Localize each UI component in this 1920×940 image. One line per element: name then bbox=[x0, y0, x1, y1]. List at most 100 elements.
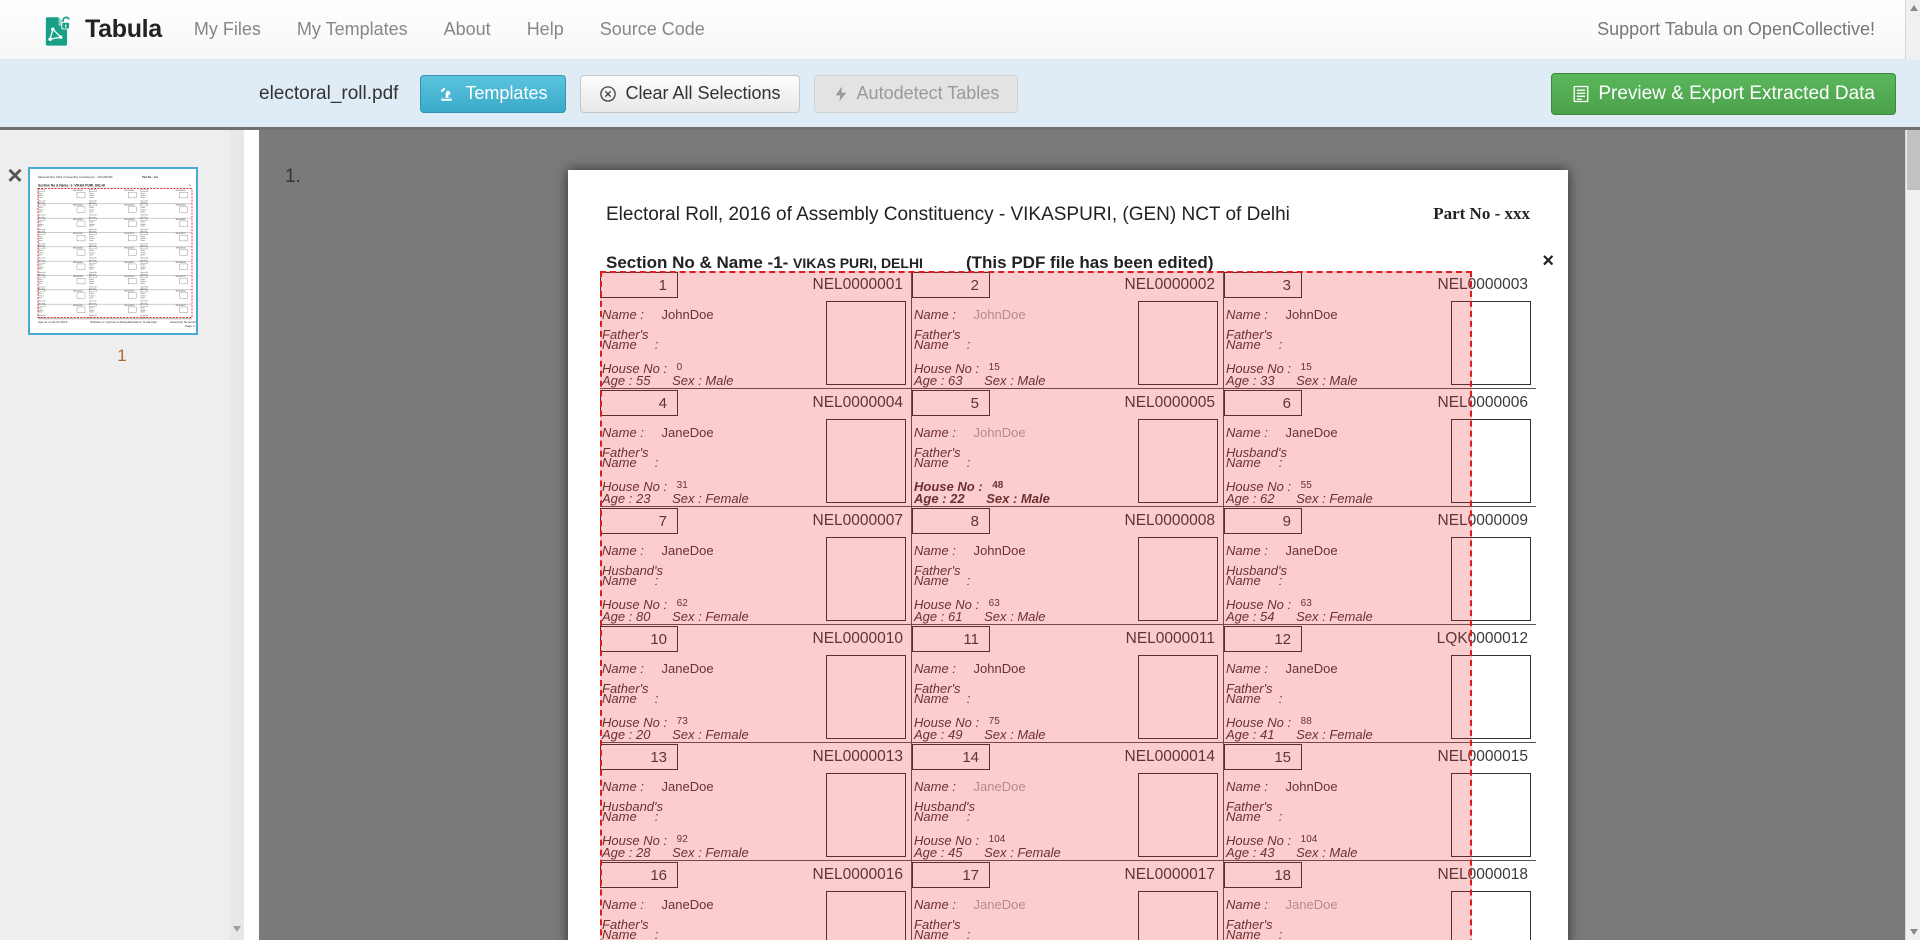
svg-text:NEL0000023: NEL0000023 bbox=[124, 291, 134, 293]
svg-text:NEL0000016: NEL0000016 bbox=[73, 262, 83, 264]
svg-text:House No:: House No: bbox=[38, 315, 46, 317]
svg-text:Name: Name bbox=[38, 297, 42, 299]
svg-text:Name :: Name : bbox=[89, 236, 95, 238]
svg-text:House No:: House No: bbox=[141, 200, 149, 202]
svg-text:House No:: House No: bbox=[141, 243, 149, 245]
svg-text:Name: Name bbox=[89, 240, 93, 242]
svg-text:Name :: Name : bbox=[38, 293, 44, 295]
svg-text:Name: Name bbox=[38, 240, 42, 242]
svg-text:Name :: Name : bbox=[141, 293, 147, 295]
svg-text:Page 1 of 73: Page 1 of 73 bbox=[185, 324, 198, 328]
svg-text:Name :: Name : bbox=[141, 264, 147, 266]
svg-text:NEL0000005: NEL0000005 bbox=[124, 205, 134, 207]
svg-text:Name: Name bbox=[141, 211, 145, 213]
svg-text:Name: Name bbox=[89, 297, 93, 299]
svg-text:Name :: Name : bbox=[38, 193, 44, 195]
svg-text:NEL0000021: NEL0000021 bbox=[176, 276, 186, 278]
svg-text:Age as on 01.01.2016: Age as on 01.01.2016 bbox=[38, 320, 68, 324]
svg-text:Name :: Name : bbox=[38, 279, 44, 281]
svg-text:Name :: Name : bbox=[141, 193, 147, 195]
svg-text:Name: Name bbox=[141, 197, 145, 199]
svg-text:NEL0000013: NEL0000013 bbox=[73, 248, 83, 250]
svg-text:House No:: House No: bbox=[38, 301, 46, 303]
svg-text:House No:: House No: bbox=[141, 301, 149, 303]
svg-text:House No:: House No: bbox=[141, 258, 149, 260]
svg-text:Name :: Name : bbox=[141, 221, 147, 223]
svg-text:Name: Name bbox=[38, 254, 42, 256]
svg-text:NEL0000010: NEL0000010 bbox=[73, 233, 83, 235]
svg-text:Name :: Name : bbox=[38, 221, 44, 223]
svg-text:NEL0000006: NEL0000006 bbox=[176, 205, 186, 207]
svg-text:NEL0000012: NEL0000012 bbox=[176, 233, 186, 235]
svg-text:Name :: Name : bbox=[89, 264, 95, 266]
svg-text:House No:: House No: bbox=[38, 200, 46, 202]
svg-text:Name :: Name : bbox=[141, 279, 147, 281]
svg-text:House No:: House No: bbox=[89, 200, 97, 202]
svg-text:Name :: Name : bbox=[89, 207, 95, 209]
svg-text:Name :: Name : bbox=[89, 293, 95, 295]
svg-text:House No:: House No: bbox=[89, 301, 97, 303]
svg-text:NEL0000002: NEL0000002 bbox=[124, 190, 134, 192]
svg-text:House No:: House No: bbox=[38, 229, 46, 231]
svg-text:House No:: House No: bbox=[141, 286, 149, 288]
svg-text:Children 2: Imprints & Disqual: Children 2: Imprints & Disqualifications… bbox=[90, 320, 157, 324]
svg-text:Name :: Name : bbox=[89, 279, 95, 281]
svg-text:House No:: House No: bbox=[38, 215, 46, 217]
svg-text:NEL0000008: NEL0000008 bbox=[124, 219, 134, 221]
svg-text:NEL0000027: NEL0000027 bbox=[176, 305, 186, 307]
svg-text:House No:: House No: bbox=[89, 243, 97, 245]
svg-text:NEL0000017: NEL0000017 bbox=[124, 262, 134, 264]
svg-text:House No:: House No: bbox=[89, 258, 97, 260]
svg-text:House No:: House No: bbox=[89, 272, 97, 274]
svg-text:House No:: House No: bbox=[141, 272, 149, 274]
svg-text:Name :: Name : bbox=[38, 307, 44, 309]
svg-text:NEL0000015: NEL0000015 bbox=[176, 248, 186, 250]
svg-text:Name :: Name : bbox=[141, 207, 147, 209]
svg-text:Name :: Name : bbox=[38, 207, 44, 209]
svg-text:Name: Name bbox=[38, 269, 42, 271]
svg-text:Name: Name bbox=[141, 312, 145, 314]
svg-text:Name: Name bbox=[89, 283, 93, 285]
svg-text:Section No & Name -1- VIKAS PU: Section No & Name -1- VIKAS PURI, DELHI bbox=[38, 184, 105, 188]
svg-text:Name :: Name : bbox=[89, 250, 95, 252]
svg-text:House No:: House No: bbox=[89, 315, 97, 317]
svg-text:NEL0000026: NEL0000026 bbox=[124, 305, 134, 307]
svg-text:Name :: Name : bbox=[89, 307, 95, 309]
svg-text:NEL0000014: NEL0000014 bbox=[124, 248, 134, 250]
svg-text:NEL0000003: NEL0000003 bbox=[176, 190, 186, 192]
svg-text:House No:: House No: bbox=[141, 229, 149, 231]
svg-text:Name: Name bbox=[141, 283, 145, 285]
svg-text:House No:: House No: bbox=[89, 286, 97, 288]
svg-text:Name: Name bbox=[89, 226, 93, 228]
svg-text:Name: Name bbox=[141, 269, 145, 271]
svg-text:Name: Name bbox=[38, 226, 42, 228]
svg-text:NEL0000001: NEL0000001 bbox=[73, 190, 83, 192]
svg-text:House No:: House No: bbox=[89, 229, 97, 231]
svg-text:NEL0000007: NEL0000007 bbox=[73, 219, 83, 221]
svg-text:Name :: Name : bbox=[38, 236, 44, 238]
svg-text:House No:: House No: bbox=[38, 286, 46, 288]
svg-text:Name: Name bbox=[38, 283, 42, 285]
svg-text:Name :: Name : bbox=[89, 221, 95, 223]
svg-text:House No:: House No: bbox=[141, 315, 149, 317]
svg-text:Name: Name bbox=[38, 211, 42, 213]
svg-text:House No:: House No: bbox=[89, 215, 97, 217]
svg-text:NEL0000022: NEL0000022 bbox=[73, 291, 83, 293]
svg-text:Name: Name bbox=[89, 197, 93, 199]
svg-text:House No:: House No: bbox=[38, 243, 46, 245]
svg-text:NEL0000025: NEL0000025 bbox=[73, 305, 83, 307]
svg-text:Name: Name bbox=[89, 269, 93, 271]
svg-text:Name: Name bbox=[141, 297, 145, 299]
svg-text:NEL0000009: NEL0000009 bbox=[176, 219, 186, 221]
svg-text:NEL0000004: NEL0000004 bbox=[73, 205, 83, 207]
svg-text:Name :: Name : bbox=[38, 264, 44, 266]
svg-text:House No:: House No: bbox=[38, 272, 46, 274]
svg-text:Name: Name bbox=[38, 312, 42, 314]
svg-text:Name: Name bbox=[89, 312, 93, 314]
svg-text:Name :: Name : bbox=[89, 193, 95, 195]
svg-text:Name: Name bbox=[89, 211, 93, 213]
svg-text:NEL0000018: NEL0000018 bbox=[176, 262, 186, 264]
svg-text:House No:: House No: bbox=[38, 258, 46, 260]
svg-text:NEL0000024: NEL0000024 bbox=[176, 291, 186, 293]
svg-text:NEL0000011: NEL0000011 bbox=[125, 233, 135, 235]
